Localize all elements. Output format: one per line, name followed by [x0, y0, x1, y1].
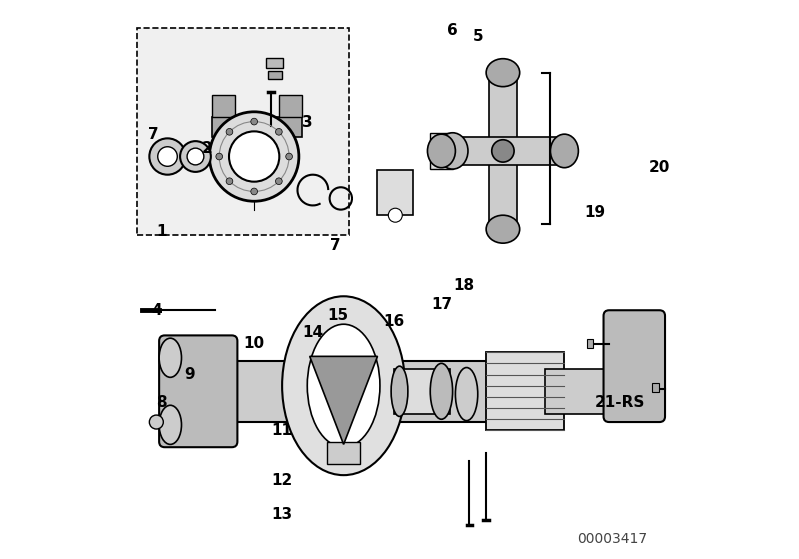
Ellipse shape — [486, 59, 519, 87]
Ellipse shape — [308, 324, 380, 447]
Ellipse shape — [491, 140, 514, 162]
Ellipse shape — [276, 129, 282, 135]
Ellipse shape — [392, 366, 407, 416]
Ellipse shape — [159, 338, 181, 377]
Ellipse shape — [427, 134, 455, 168]
FancyBboxPatch shape — [377, 170, 413, 215]
FancyBboxPatch shape — [486, 352, 564, 430]
Ellipse shape — [180, 141, 211, 172]
Ellipse shape — [226, 129, 233, 135]
Text: 10: 10 — [244, 337, 264, 351]
Ellipse shape — [551, 134, 578, 168]
Text: 19: 19 — [585, 205, 606, 220]
Ellipse shape — [282, 296, 405, 475]
Text: 9: 9 — [185, 367, 195, 382]
Ellipse shape — [226, 178, 233, 184]
Ellipse shape — [157, 147, 177, 167]
FancyBboxPatch shape — [221, 361, 500, 422]
Ellipse shape — [159, 405, 181, 444]
FancyBboxPatch shape — [268, 71, 282, 79]
Text: 18: 18 — [453, 278, 475, 292]
FancyBboxPatch shape — [159, 335, 237, 447]
Text: 21-RS: 21-RS — [595, 395, 646, 410]
FancyBboxPatch shape — [213, 95, 235, 117]
Text: 12: 12 — [272, 473, 292, 488]
Text: 5: 5 — [472, 29, 483, 44]
Text: 6: 6 — [447, 23, 458, 38]
Ellipse shape — [437, 132, 468, 169]
FancyBboxPatch shape — [394, 369, 450, 414]
Text: 7: 7 — [330, 239, 340, 253]
FancyBboxPatch shape — [213, 117, 302, 137]
Text: 4: 4 — [151, 303, 161, 318]
FancyBboxPatch shape — [441, 137, 564, 165]
Ellipse shape — [430, 363, 452, 419]
Ellipse shape — [251, 119, 257, 125]
Ellipse shape — [187, 148, 204, 165]
Ellipse shape — [276, 178, 282, 184]
Ellipse shape — [455, 368, 478, 420]
FancyBboxPatch shape — [137, 28, 349, 235]
FancyBboxPatch shape — [652, 383, 659, 392]
Ellipse shape — [149, 415, 163, 429]
FancyBboxPatch shape — [545, 369, 612, 414]
FancyBboxPatch shape — [586, 339, 594, 348]
Text: 15: 15 — [328, 309, 348, 323]
FancyBboxPatch shape — [327, 442, 360, 464]
Text: 2: 2 — [201, 141, 212, 155]
Text: 16: 16 — [384, 314, 404, 329]
FancyBboxPatch shape — [489, 73, 517, 229]
Text: 7: 7 — [149, 127, 159, 141]
Text: 00003417: 00003417 — [577, 532, 647, 547]
Ellipse shape — [149, 139, 185, 175]
FancyBboxPatch shape — [603, 310, 665, 422]
Text: 20: 20 — [649, 160, 670, 175]
Text: 8: 8 — [157, 395, 167, 410]
Text: 3: 3 — [302, 116, 312, 130]
Ellipse shape — [251, 188, 257, 195]
Ellipse shape — [286, 153, 292, 160]
Text: 14: 14 — [302, 325, 324, 340]
Text: 11: 11 — [272, 423, 292, 438]
Polygon shape — [310, 357, 377, 444]
Text: 1: 1 — [157, 225, 167, 239]
Ellipse shape — [486, 215, 519, 243]
FancyBboxPatch shape — [266, 58, 283, 68]
Ellipse shape — [388, 209, 402, 222]
FancyBboxPatch shape — [430, 133, 452, 169]
Ellipse shape — [229, 131, 280, 182]
Text: 13: 13 — [272, 507, 292, 522]
FancyBboxPatch shape — [280, 95, 302, 117]
Ellipse shape — [216, 153, 223, 160]
Text: 17: 17 — [431, 297, 452, 312]
Ellipse shape — [209, 112, 299, 201]
